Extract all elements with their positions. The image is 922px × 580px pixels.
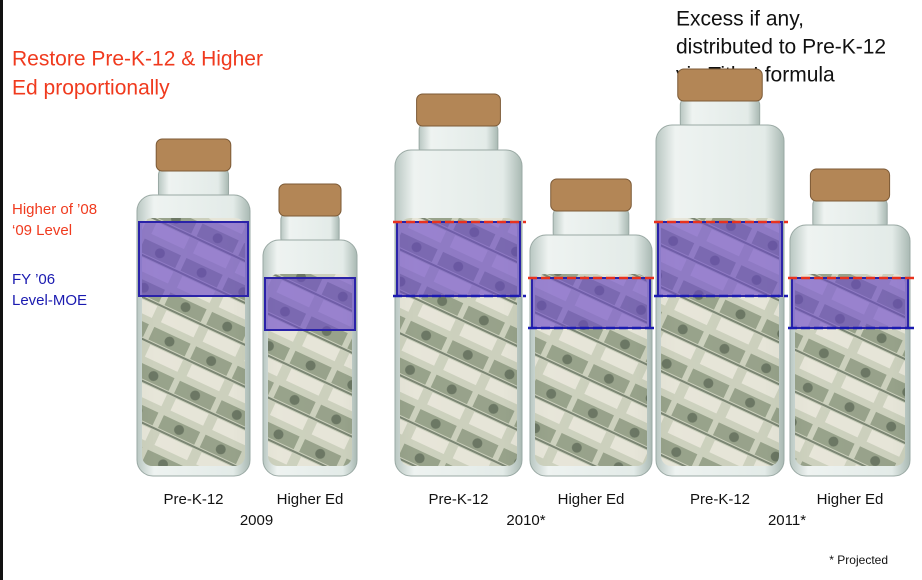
legend-line: FY ’06 bbox=[12, 271, 55, 288]
legend-line: Level-MOE bbox=[12, 292, 87, 309]
allocation-box bbox=[138, 221, 249, 297]
jar-label: Higher Ed bbox=[277, 491, 344, 508]
jar-cork bbox=[416, 93, 501, 127]
left-border bbox=[0, 0, 3, 580]
jar-label: Pre-K-12 bbox=[690, 491, 750, 508]
jar-label: Pre-K-12 bbox=[428, 491, 488, 508]
legend-line: ‘09 Level bbox=[12, 222, 72, 239]
jar-cork bbox=[677, 68, 763, 102]
allocation-box bbox=[657, 221, 783, 297]
jar-cork bbox=[155, 138, 232, 172]
note-line: Excess if any, bbox=[676, 8, 804, 31]
jar-label: Pre-K-12 bbox=[163, 491, 223, 508]
note-line: distributed to Pre-K-12 bbox=[676, 36, 886, 59]
allocation-box bbox=[396, 221, 521, 297]
title-line: Restore Pre-K-12 & Higher bbox=[12, 48, 263, 71]
year-label: 2011* bbox=[768, 512, 806, 529]
year-label: 2009 bbox=[240, 512, 273, 529]
allocation-box bbox=[791, 277, 909, 329]
title-line: Ed proportionally bbox=[12, 77, 170, 100]
jar-label: Higher Ed bbox=[817, 491, 884, 508]
jar-cork bbox=[278, 183, 342, 217]
footnote: * Projected bbox=[829, 553, 888, 567]
year-label: 2010* bbox=[506, 512, 545, 529]
allocation-box bbox=[531, 277, 651, 329]
jar-cork bbox=[809, 168, 891, 202]
jar-label: Higher Ed bbox=[558, 491, 625, 508]
legend-line: Higher of ’08 bbox=[12, 201, 97, 218]
allocation-box bbox=[264, 277, 356, 331]
jar-cork bbox=[550, 178, 632, 212]
